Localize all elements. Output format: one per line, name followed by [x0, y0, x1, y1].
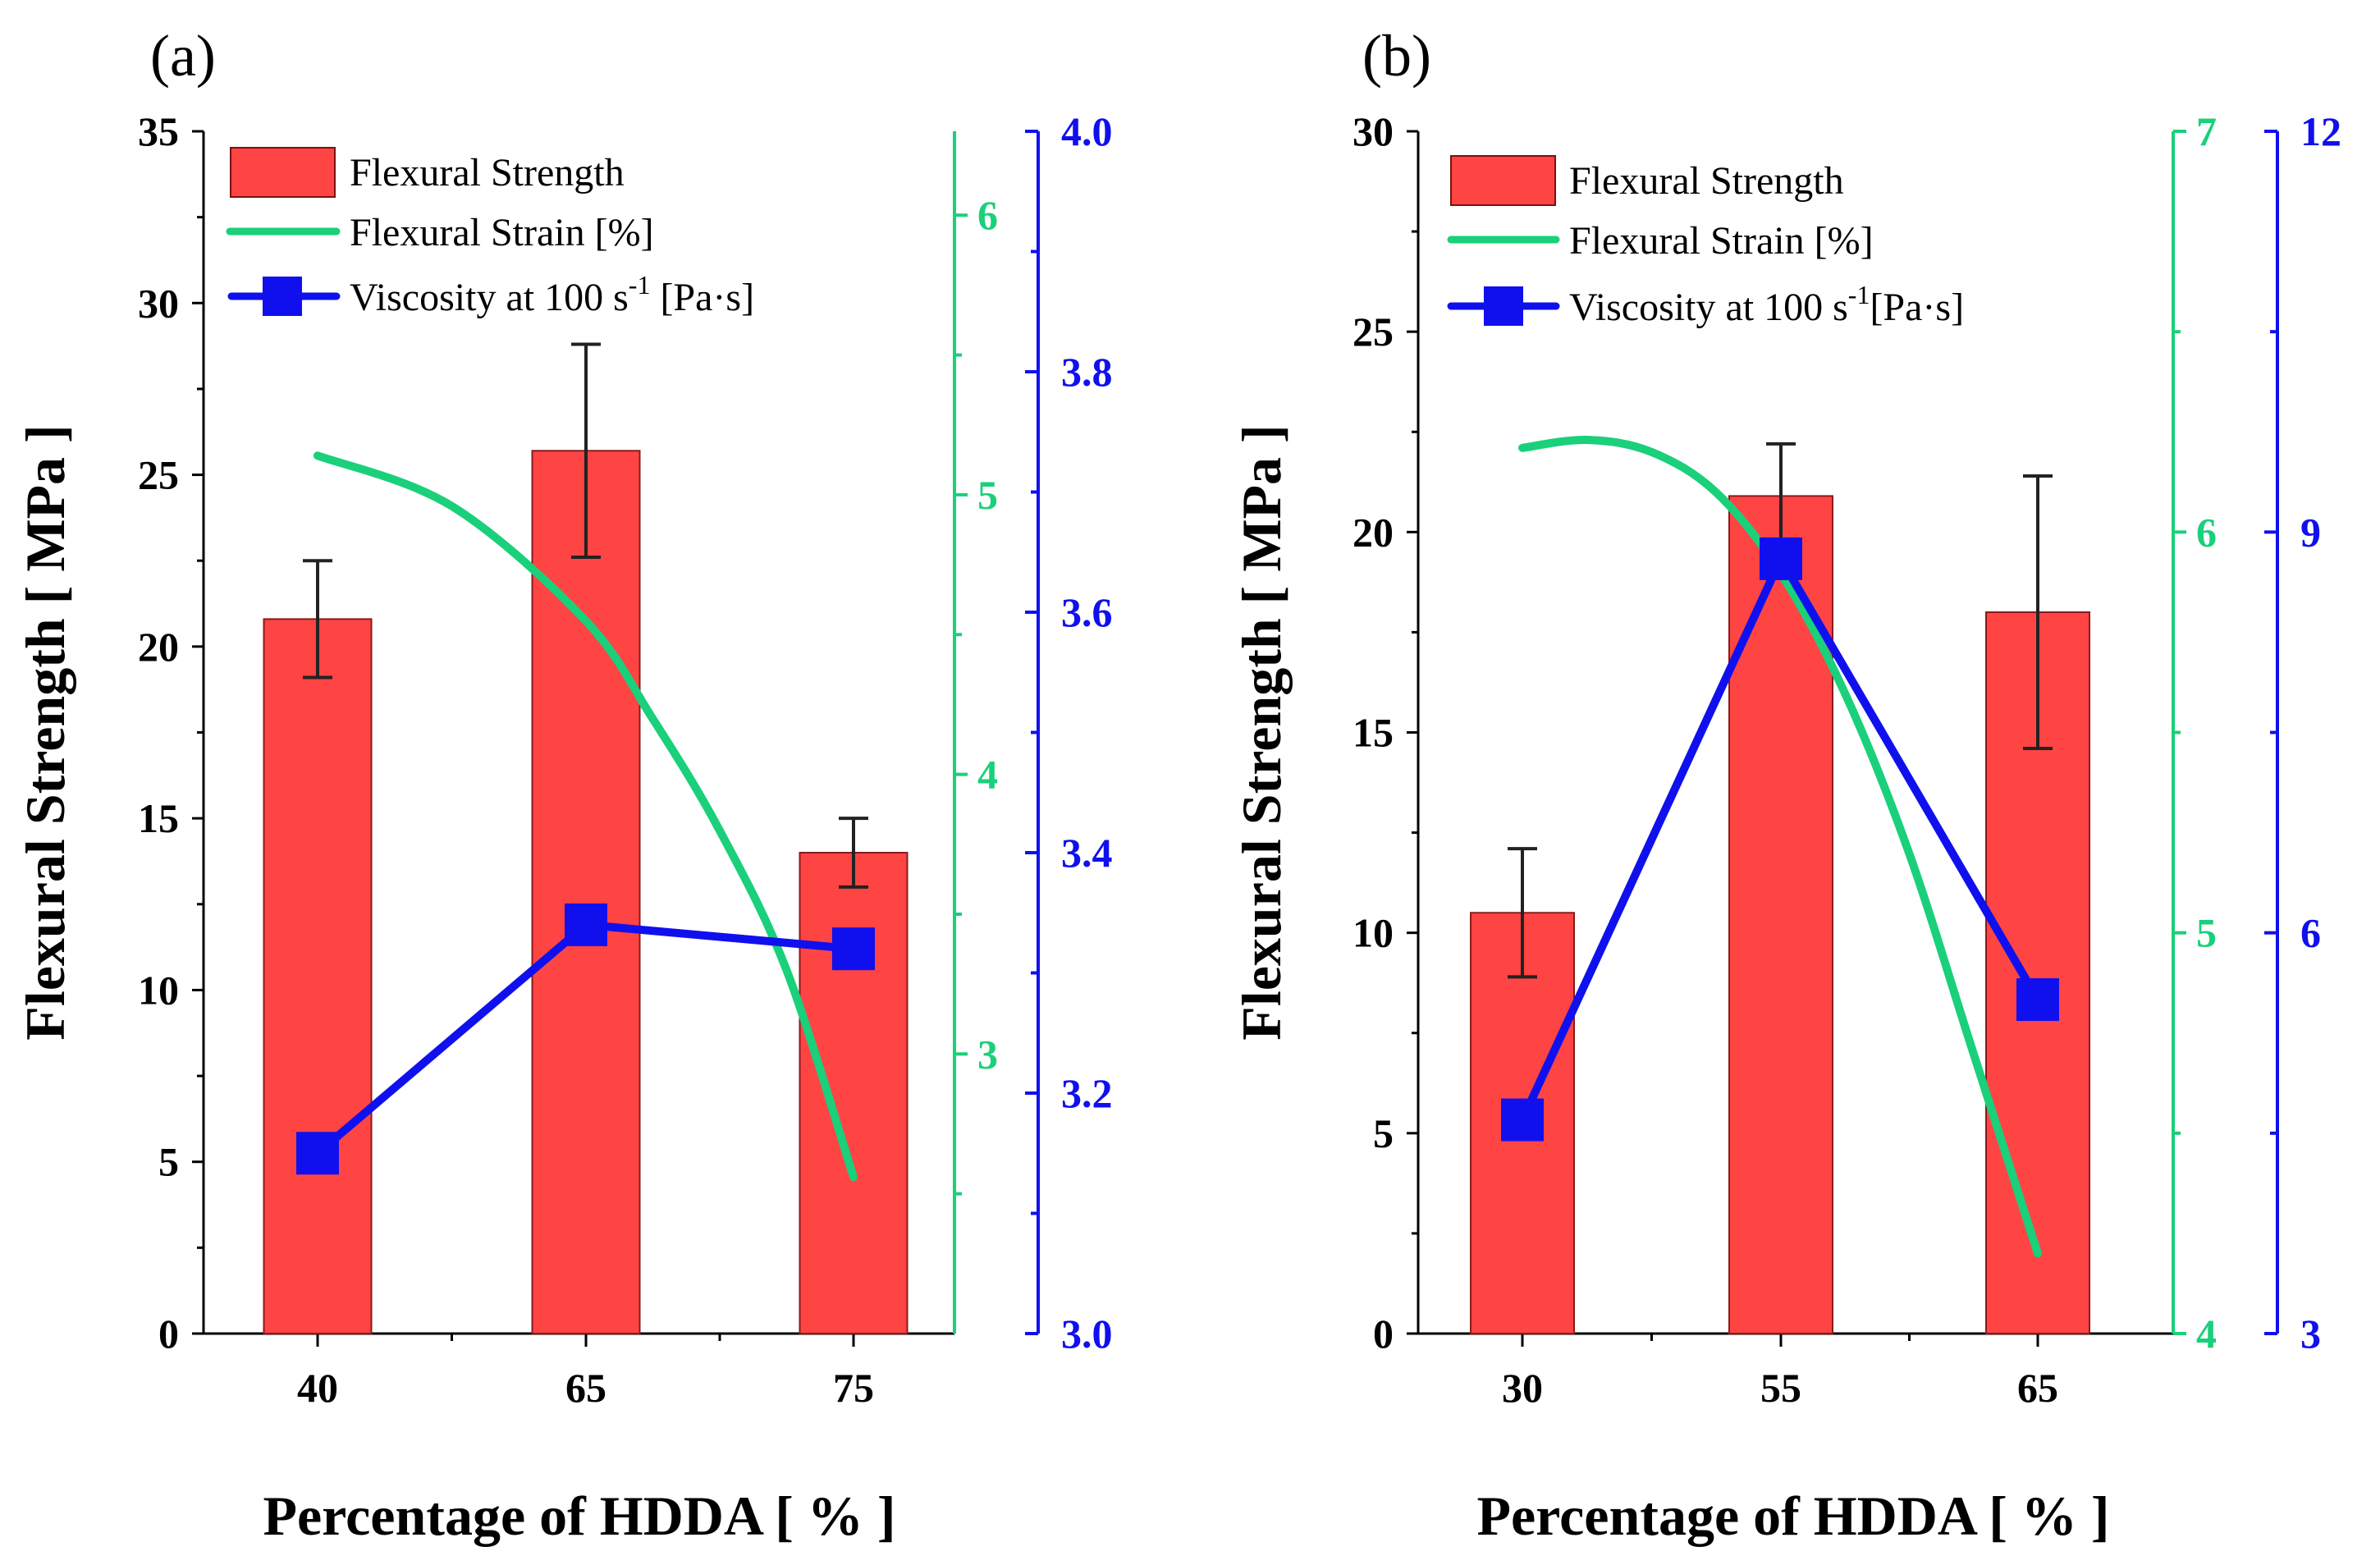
- y2-tick-label: 6: [2196, 509, 2217, 555]
- viscosity-marker: [296, 1132, 339, 1175]
- panel-b-lines: [1501, 436, 2059, 1258]
- x-tick-label: 40: [297, 1365, 338, 1411]
- y-tick-label: 20: [138, 624, 179, 670]
- y3-tick-label: 3.6: [1061, 589, 1113, 635]
- viscosity-marker: [1760, 537, 1802, 580]
- legend-strain-label: Flexural Strain [%]: [350, 211, 654, 254]
- panel-b: (b) 0 5 10 15 20 25 30 30 55 65 4 5 6 7 3 6 9 12 Flexural …: [1230, 23, 2341, 1547]
- x-tick-label: 30: [1502, 1365, 1543, 1411]
- x-axis-title: Percentage of HDDA [ % ]: [1476, 1485, 2109, 1547]
- y-tick-label: 15: [138, 795, 179, 841]
- y-tick-label: 20: [1352, 509, 1394, 555]
- y2-tick-label: 4: [977, 752, 998, 798]
- x-tick-label: 65: [565, 1365, 606, 1411]
- legend-visc-main: Viscosity at 100 s: [1569, 286, 1848, 329]
- y-tick-label: 15: [1352, 710, 1394, 756]
- x-tick-label: 65: [2017, 1365, 2058, 1411]
- legend-visc-label: Viscosity at 100 s-1 [Pa·s]: [350, 270, 754, 319]
- x-axis-title: Percentage of HDDA [ % ]: [263, 1485, 895, 1547]
- legend-bar-label: Flexural Strength: [1569, 159, 1844, 203]
- y3-tick-label: 12: [2300, 108, 2341, 154]
- viscosity-marker: [832, 927, 875, 971]
- y2-tick-label: 4: [2196, 1311, 2217, 1357]
- y-tick-label: 30: [1352, 108, 1394, 154]
- y3-tick-label: 9: [2300, 509, 2321, 555]
- y3-tick-label: 6: [2300, 910, 2321, 956]
- legend-visc-label: Viscosity at 100 s-1[Pa·s]: [1569, 280, 1964, 329]
- legend-visc-sup: -1: [1848, 280, 1870, 309]
- legend-bar-swatch: [230, 147, 336, 198]
- bar: [263, 618, 373, 1334]
- legend-bar-label: Flexural Strength: [350, 151, 625, 194]
- y3-tick-label: 3.0: [1061, 1311, 1113, 1357]
- y3-tick-label: 4.0: [1061, 108, 1113, 154]
- y2-tick-label: 3: [977, 1031, 998, 1077]
- panel-a: (a) 0 5 10 15 20 25 30 35 40 65 75 3 4 5 6 3.0 3.2 3.4 3.6…: [14, 23, 1113, 1547]
- viscosity-marker: [2016, 978, 2059, 1022]
- y-tick-label: 10: [138, 967, 179, 1013]
- legend-visc-tail: [Pa·s]: [1870, 286, 1964, 329]
- bar: [531, 450, 641, 1334]
- y-tick-label: 5: [158, 1139, 179, 1185]
- strain-line: [314, 451, 858, 1182]
- legend-strain-label: Flexural Strain [%]: [1569, 219, 1874, 263]
- legend-visc-main: Viscosity at 100 s: [350, 276, 629, 319]
- y2-tick-label: 6: [977, 192, 998, 238]
- legend-visc-marker: [1484, 286, 1523, 326]
- y2-tick-label: 5: [977, 472, 998, 518]
- panel-a-lines: [296, 451, 875, 1182]
- y-tick-label: 0: [158, 1311, 179, 1357]
- y-tick-label: 30: [138, 280, 179, 326]
- y-tick-label: 5: [1373, 1110, 1394, 1156]
- y-tick-label: 10: [1352, 910, 1394, 956]
- y3-tick-label: 3: [2300, 1311, 2321, 1357]
- legend-visc-tail: [Pa·s]: [650, 276, 754, 319]
- legend-visc-marker: [263, 277, 302, 316]
- y3-tick-label: 3.4: [1061, 830, 1113, 876]
- legend-bar-swatch: [1450, 155, 1556, 206]
- y-tick-label: 25: [1352, 309, 1394, 355]
- y-tick-label: 0: [1373, 1311, 1394, 1357]
- panel-a-axes: 0 5 10 15 20 25 30 35 40 65 75 3 4 5 6 3.0 3.2 3.4 3.6 3.8 4…: [14, 108, 1113, 1547]
- x-tick-label: 55: [1760, 1365, 1801, 1411]
- y-tick-label: 25: [138, 452, 179, 498]
- panel-label-b: (b): [1362, 23, 1431, 89]
- panel-b-axes: 0 5 10 15 20 25 30 30 55 65 4 5 6 7 3 6 9 12 Flexural Stre…: [1230, 108, 2341, 1547]
- y3-tick-label: 3.2: [1061, 1070, 1113, 1116]
- viscosity-marker: [1501, 1098, 1544, 1142]
- y-axis-title: Flexural Strength [ MPa ]: [14, 424, 76, 1040]
- viscosity-marker: [565, 903, 607, 946]
- panel-a-legend: Flexural Strength Flexural Strain [%] Vi…: [226, 147, 754, 319]
- panel-b-legend: Flexural Strength Flexural Strain [%] Vi…: [1447, 155, 1964, 329]
- y3-tick-label: 3.8: [1061, 349, 1113, 395]
- y2-tick-label: 5: [2196, 910, 2217, 956]
- legend-visc-sup: -1: [629, 270, 651, 300]
- panel-a-bars: [263, 342, 909, 1334]
- y-axis-title: Flexural Strength [ MPa ]: [1230, 424, 1293, 1040]
- y-tick-label: 35: [138, 108, 179, 154]
- y2-tick-label: 7: [2196, 108, 2217, 154]
- bar: [799, 852, 909, 1334]
- strain-line: [1518, 436, 2042, 1258]
- x-tick-label: 75: [833, 1365, 874, 1411]
- panel-label-a: (a): [150, 23, 216, 89]
